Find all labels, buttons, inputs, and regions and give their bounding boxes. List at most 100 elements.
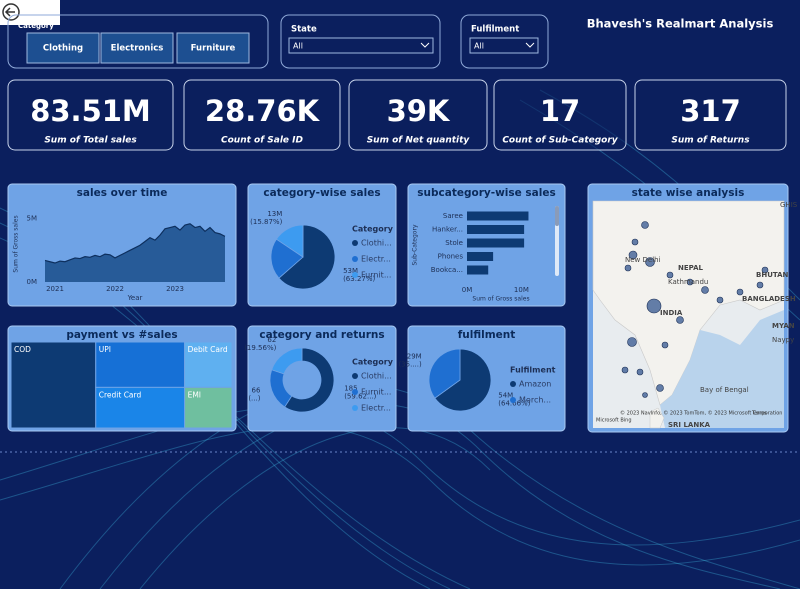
slicer-button[interactable]: [176, 32, 250, 64]
back-button[interactable]: [2, 3, 20, 21]
data-label: 13M (15.87%): [250, 210, 282, 226]
dropdown-value: All: [474, 42, 484, 51]
treemap-label: EMI: [188, 390, 201, 399]
data-label: 62 (19.56%): [244, 336, 276, 352]
map-title: state wise analysis: [632, 187, 745, 199]
y-axis-title: Sum of Gross sales: [13, 215, 20, 272]
dropdown[interactable]: [288, 37, 434, 54]
x-tick-label: 2023: [166, 285, 184, 293]
x-axis-title: Sum of Gross sales: [472, 296, 529, 303]
x-tick-label: 0M: [462, 286, 473, 294]
y-tick-label: 0M: [27, 278, 38, 286]
slicer-button[interactable]: [26, 32, 100, 64]
map-water: [660, 310, 784, 428]
slicer-option: Electronics: [111, 44, 164, 54]
data-label: 53M (63.27%): [343, 267, 375, 283]
slicer-button[interactable]: [100, 32, 174, 64]
x-tick-label: 2021: [46, 285, 64, 293]
treemap-label: COD: [14, 345, 31, 354]
legend-label: Furnit...: [361, 271, 391, 280]
kpi-card: [348, 79, 488, 151]
dashboard-title: Bhavesh's Realmart Analysis: [587, 17, 774, 31]
treemap-cell: [95, 341, 186, 388]
kpi-card: [634, 79, 787, 151]
data-label-part: 66: [252, 387, 261, 395]
map-place-label: BANGLADESH: [742, 295, 796, 303]
x-tick-label: 10M: [514, 286, 529, 294]
map-place-label: New Delhi: [625, 256, 661, 264]
kpi-label: Count of Sale ID: [221, 136, 303, 146]
y-tick-label: Stole: [445, 239, 463, 247]
y-tick-label: Bookca...: [431, 266, 463, 274]
area-line: [44, 223, 226, 264]
legend-label: Clothi...: [361, 239, 392, 248]
chart-title: payment vs #sales: [66, 329, 177, 341]
data-label-part: 62: [267, 336, 276, 344]
slicer-box: [280, 14, 441, 69]
dropdown-caret: [420, 42, 430, 48]
data-label: 54M (64.66%): [498, 392, 530, 408]
legend-swatch: [352, 272, 358, 278]
map-place-label: Naypy: [772, 336, 794, 344]
legend-label: Merch...: [519, 396, 551, 405]
area-fill: [45, 223, 225, 282]
y-tick-label: Hanker...: [432, 226, 463, 234]
map-place-label: Bay of Bengal: [700, 386, 749, 394]
treemap-label: Debit Card: [188, 345, 228, 354]
slicer-title: State: [291, 25, 317, 35]
dropdown-caret: [525, 42, 535, 48]
slicer-title: Category: [18, 22, 54, 30]
kpi-card: [493, 79, 627, 151]
kpi-value: 83.51M: [30, 94, 151, 128]
kpi-label: Sum of Total sales: [44, 136, 137, 146]
chart-title: subcategory-wise sales: [417, 187, 555, 199]
treemap-cell: [184, 386, 233, 429]
kpi-value: 28.76K: [205, 94, 321, 128]
treemap-label: Credit Card: [99, 390, 142, 399]
map-place-label: GHIS: [780, 201, 798, 209]
map-attribution: © 2023 NavInfo, © 2023 TomTom, © 2023 Mi…: [620, 410, 782, 417]
legend-title: Category: [352, 358, 394, 367]
map-place-label: Kathmandu: [668, 278, 708, 286]
kpi-card: [183, 79, 341, 151]
legend-label: Furnit...: [361, 388, 391, 397]
legend-swatch: [352, 373, 358, 379]
bar: [467, 211, 529, 221]
legend-swatch: [352, 389, 358, 395]
legend-title: Fulfilment: [510, 366, 556, 375]
chart-title: category-wise sales: [263, 187, 380, 199]
dropdown-value: All: [293, 42, 303, 51]
pie-slice: [284, 347, 335, 413]
data-label-part: 53M: [343, 267, 358, 275]
dropdown[interactable]: [469, 37, 539, 54]
legend-label: Electr...: [361, 255, 391, 264]
legend-swatch: [352, 240, 358, 246]
data-label-part: (64.66%): [498, 400, 530, 408]
kpi-label: Sum of Returns: [671, 136, 750, 146]
y-tick-label: Phones: [438, 253, 464, 261]
map-terms[interactable]: Terms: [751, 411, 767, 417]
kpi-label: Count of Sub-Category: [502, 136, 618, 146]
map-logo: Microsoft Bing: [596, 418, 632, 424]
legend-label: Electr...: [361, 404, 391, 413]
data-label: 29M (35....): [398, 352, 422, 368]
x-tick-label: 2022: [106, 285, 124, 293]
legend-label: Amazon: [519, 380, 551, 389]
data-label-part: (15.87%): [250, 218, 282, 226]
treemap-cell: [95, 386, 186, 429]
slicer-box: [460, 14, 549, 69]
data-label: 66 (...): [248, 387, 261, 403]
chart-title: fulfilment: [458, 329, 516, 341]
kpi-value: 17: [540, 94, 580, 128]
bar: [467, 265, 489, 275]
data-label-part: 29M: [407, 352, 422, 360]
legend-label: Clothi...: [361, 372, 392, 381]
map-place-label: MYAN: [772, 322, 795, 330]
kpi-value: 317: [680, 94, 741, 128]
scrollbar-thumb[interactable]: [555, 206, 559, 226]
pie-slice: [271, 347, 303, 375]
x-axis-title: Year: [127, 294, 143, 302]
map-bubbles: [621, 221, 769, 398]
slicer-title: Fulfilment: [471, 25, 519, 35]
slicer-option: Clothing: [43, 44, 83, 54]
